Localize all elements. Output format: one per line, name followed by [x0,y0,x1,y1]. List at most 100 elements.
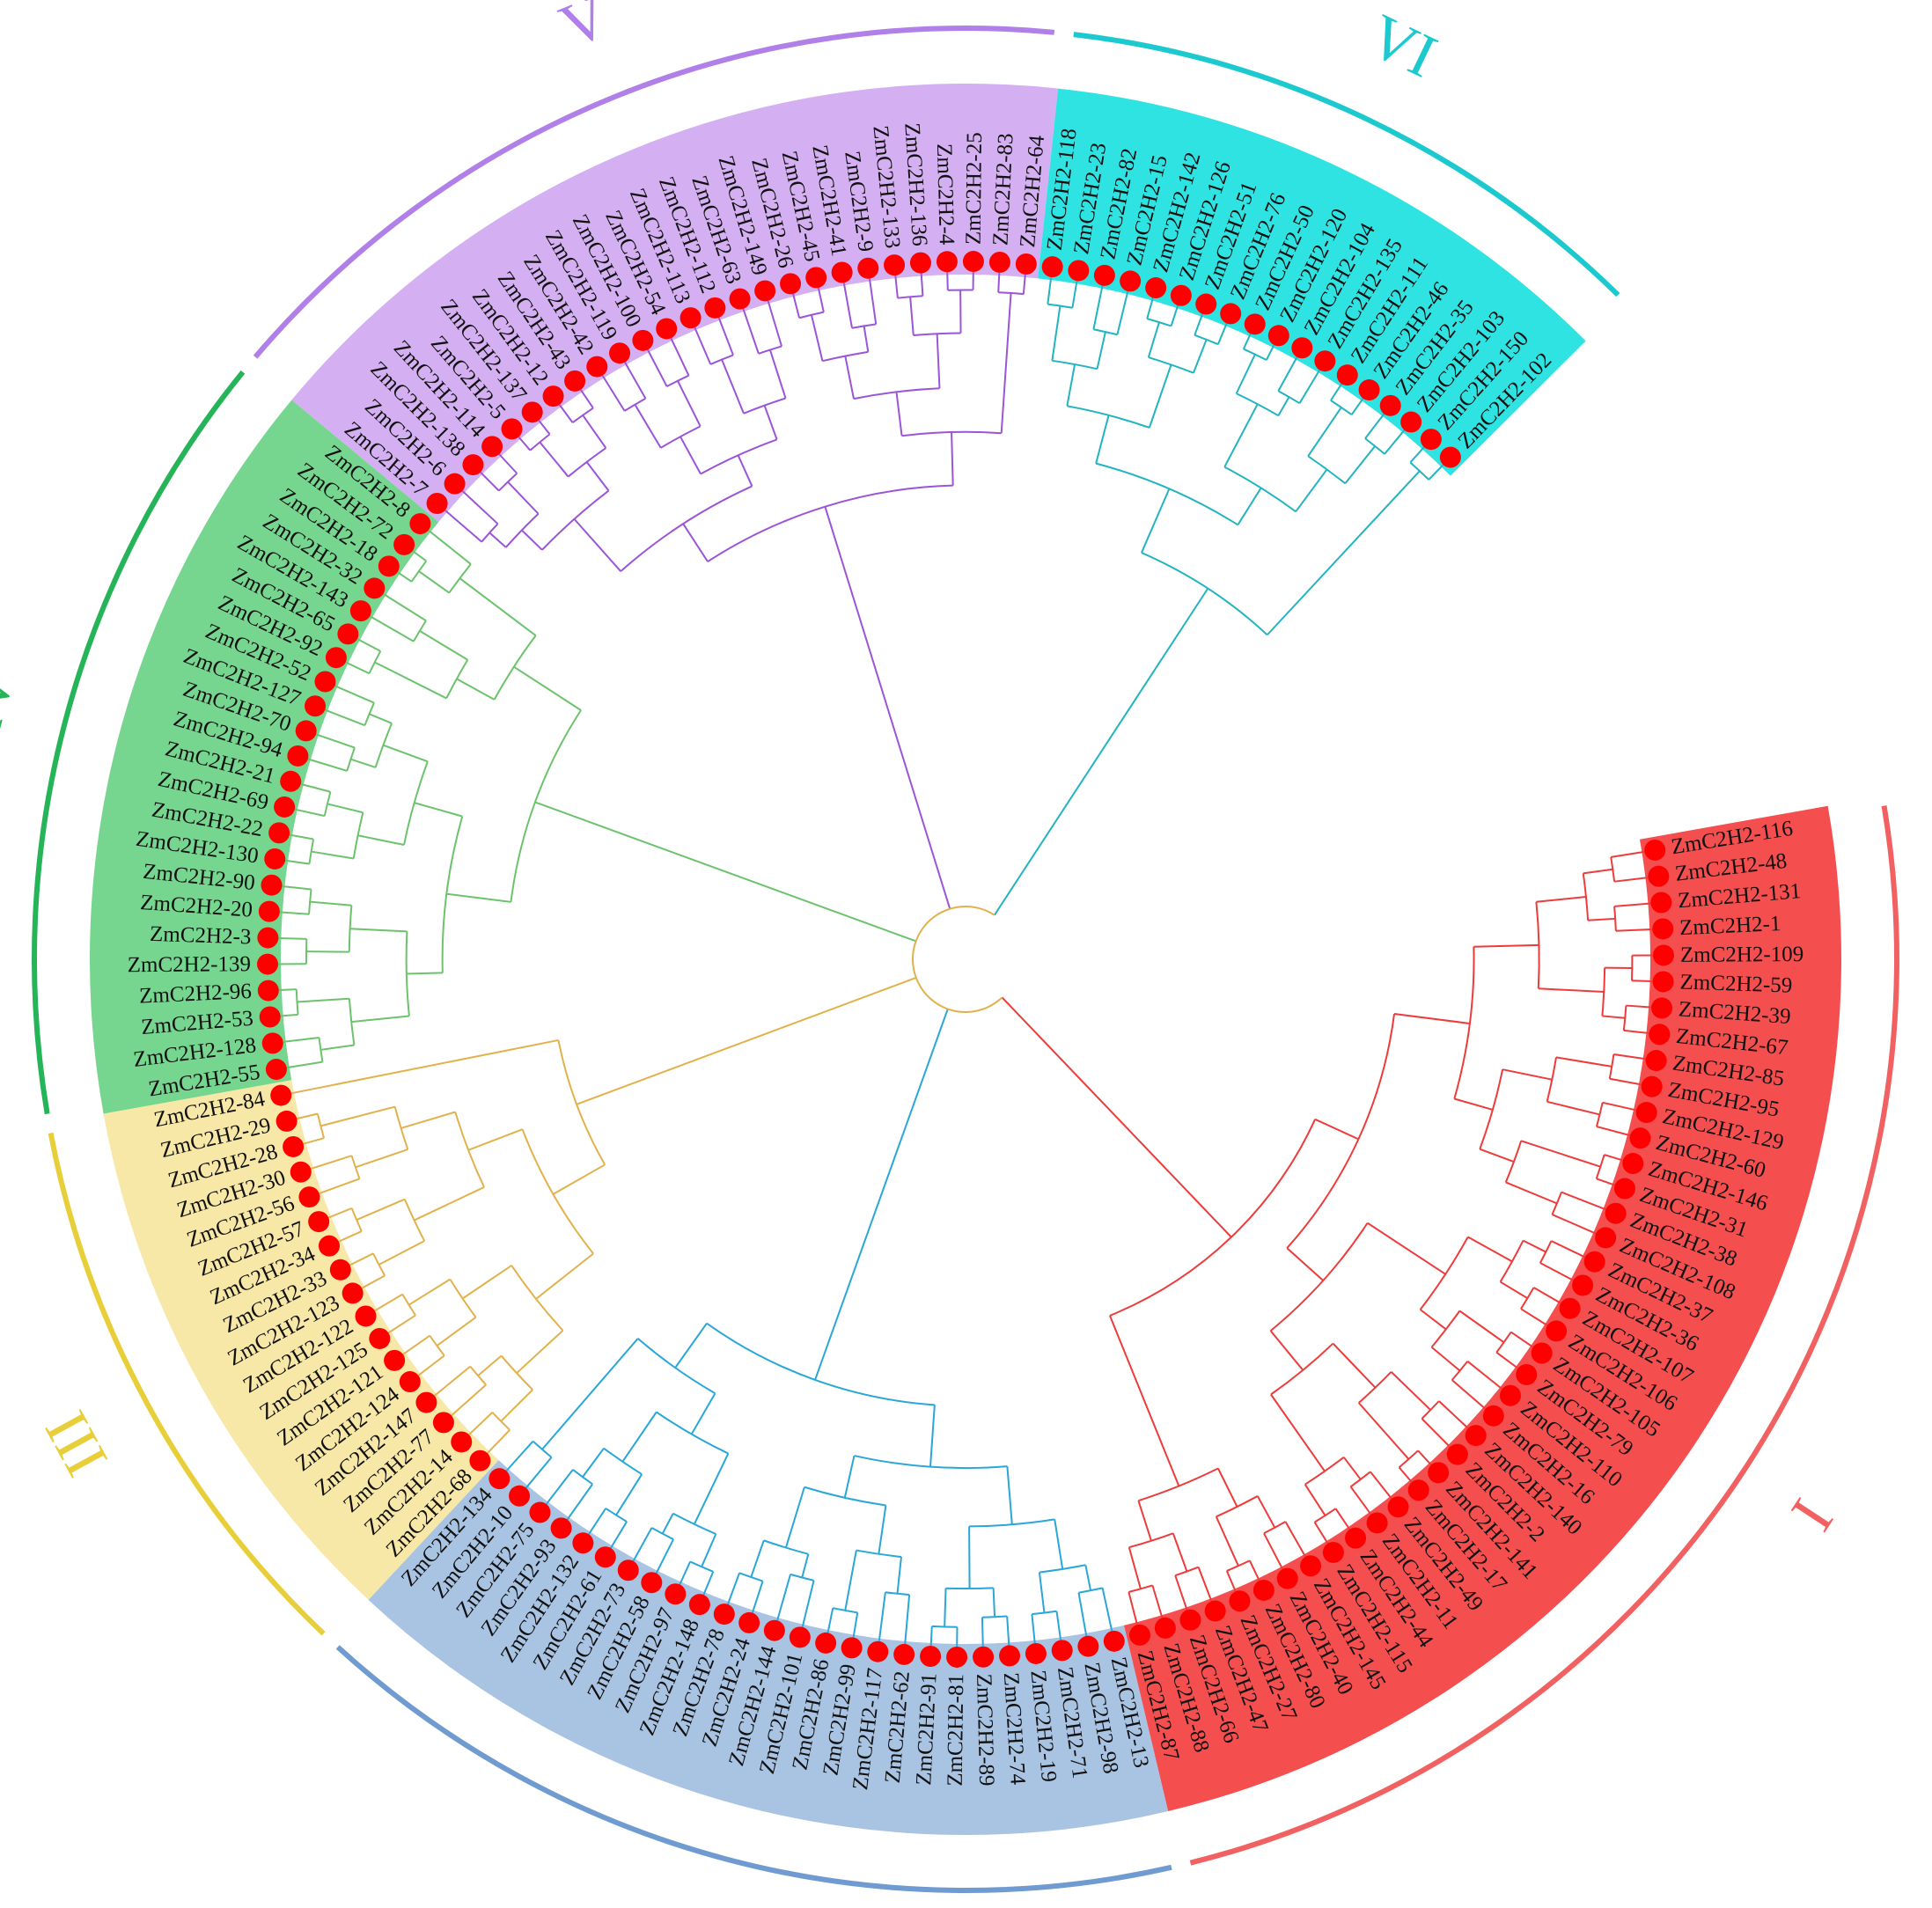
branch-line [295,808,325,818]
branch-line [1270,1393,1326,1472]
branch-line [1332,1342,1377,1389]
branch-line [412,550,427,562]
branch-line [357,834,405,846]
leaf-markers [257,251,1674,1668]
leaf-marker [268,822,290,844]
branch-line [1479,1148,1515,1163]
leaf-marker [1195,293,1217,315]
branch-line [546,1469,574,1504]
branch-line [538,420,540,422]
branch-line [1342,1457,1362,1480]
branch-line [298,1112,319,1119]
leaf-marker [665,1583,687,1605]
leaf-marker [1015,253,1037,275]
branch-line [814,1009,949,1381]
leaf-marker [261,1032,283,1054]
clade-band [368,1460,1169,1835]
branch-arc [1582,873,1590,921]
branch-line [1314,1118,1359,1141]
branch-arc [1330,400,1353,415]
branch-line [679,1561,692,1584]
branch-line [1596,1126,1630,1136]
leaf-marker [780,273,802,295]
root-arc [912,906,1003,1013]
branch-line [582,1448,605,1478]
leaf-marker [1267,325,1289,347]
branch-line [752,1581,764,1612]
branch-line [1458,1310,1505,1344]
branch-line [1409,447,1424,464]
leaf-marker [805,267,827,289]
branch-line [327,803,364,814]
branch-line [417,1374,420,1376]
leaf-marker [738,1611,760,1633]
leaf-marker [789,1626,811,1648]
branch-line [1398,1466,1413,1483]
branch-arc [981,1615,1008,1618]
branch-line [1223,403,1259,468]
branch-line [418,570,450,594]
branch-line [1295,468,1328,512]
branch-arc [709,354,734,365]
branch-line [1055,1611,1061,1640]
branch-line [374,1309,377,1312]
leaf-marker [1546,1320,1568,1342]
branch-line [842,283,853,328]
clade-band [1038,88,1586,476]
branch-line [1267,470,1421,636]
branch-line [1286,1247,1324,1281]
branch-line [768,349,787,399]
branch-line [566,1518,569,1521]
branch-line [383,593,427,622]
leaf-marker [258,900,280,922]
leaf-marker [364,577,386,599]
branch-line [844,1550,857,1611]
branch-line [1561,1191,1605,1210]
leaf-marker [261,874,283,896]
branch-line [1626,1004,1651,1009]
branch-line [601,375,604,378]
branch-line [1484,1407,1487,1410]
branch-line [1217,1468,1238,1508]
branch-line [552,1163,606,1195]
branch-line [1583,868,1613,875]
branch-arc [1148,356,1194,374]
clade-numeral: VI [1358,2,1446,91]
leaf-marker [280,770,302,792]
leaf-marker [274,796,296,818]
branch-line [894,275,899,298]
branch-line [403,1334,430,1355]
branch-line [434,1365,471,1397]
leaf-marker [1635,1102,1657,1124]
branch-line [1448,1445,1451,1448]
leaf-marker [594,1546,616,1568]
branch-line [1604,1154,1623,1162]
branch-line [1611,850,1644,858]
branch-line [1505,1181,1558,1205]
branch-line [852,1612,859,1637]
branch-line [801,1580,815,1626]
branch-arc [1409,461,1429,481]
branch-line [1051,305,1061,361]
branch-line [1215,1515,1239,1567]
branch-line [1174,1574,1188,1610]
branch-line [369,713,393,724]
branch-line [1066,363,1076,407]
branch-line [498,453,501,456]
branch-line [370,615,415,642]
branch-line [1109,1315,1180,1486]
branch-line [525,1486,528,1489]
branch-line [677,380,702,427]
branch-arc [1263,1521,1286,1535]
branch-line [767,301,783,347]
branch-line [1147,321,1160,358]
branch-arc [529,433,551,451]
branch-line [784,1486,805,1548]
branch-line [1277,357,1297,392]
branch-line [909,297,915,336]
leaf-marker [1499,1384,1521,1406]
branch-line [356,1198,406,1221]
branch-line [610,1521,628,1548]
branch-line [1096,331,1106,370]
leaf-marker [1622,1153,1644,1175]
